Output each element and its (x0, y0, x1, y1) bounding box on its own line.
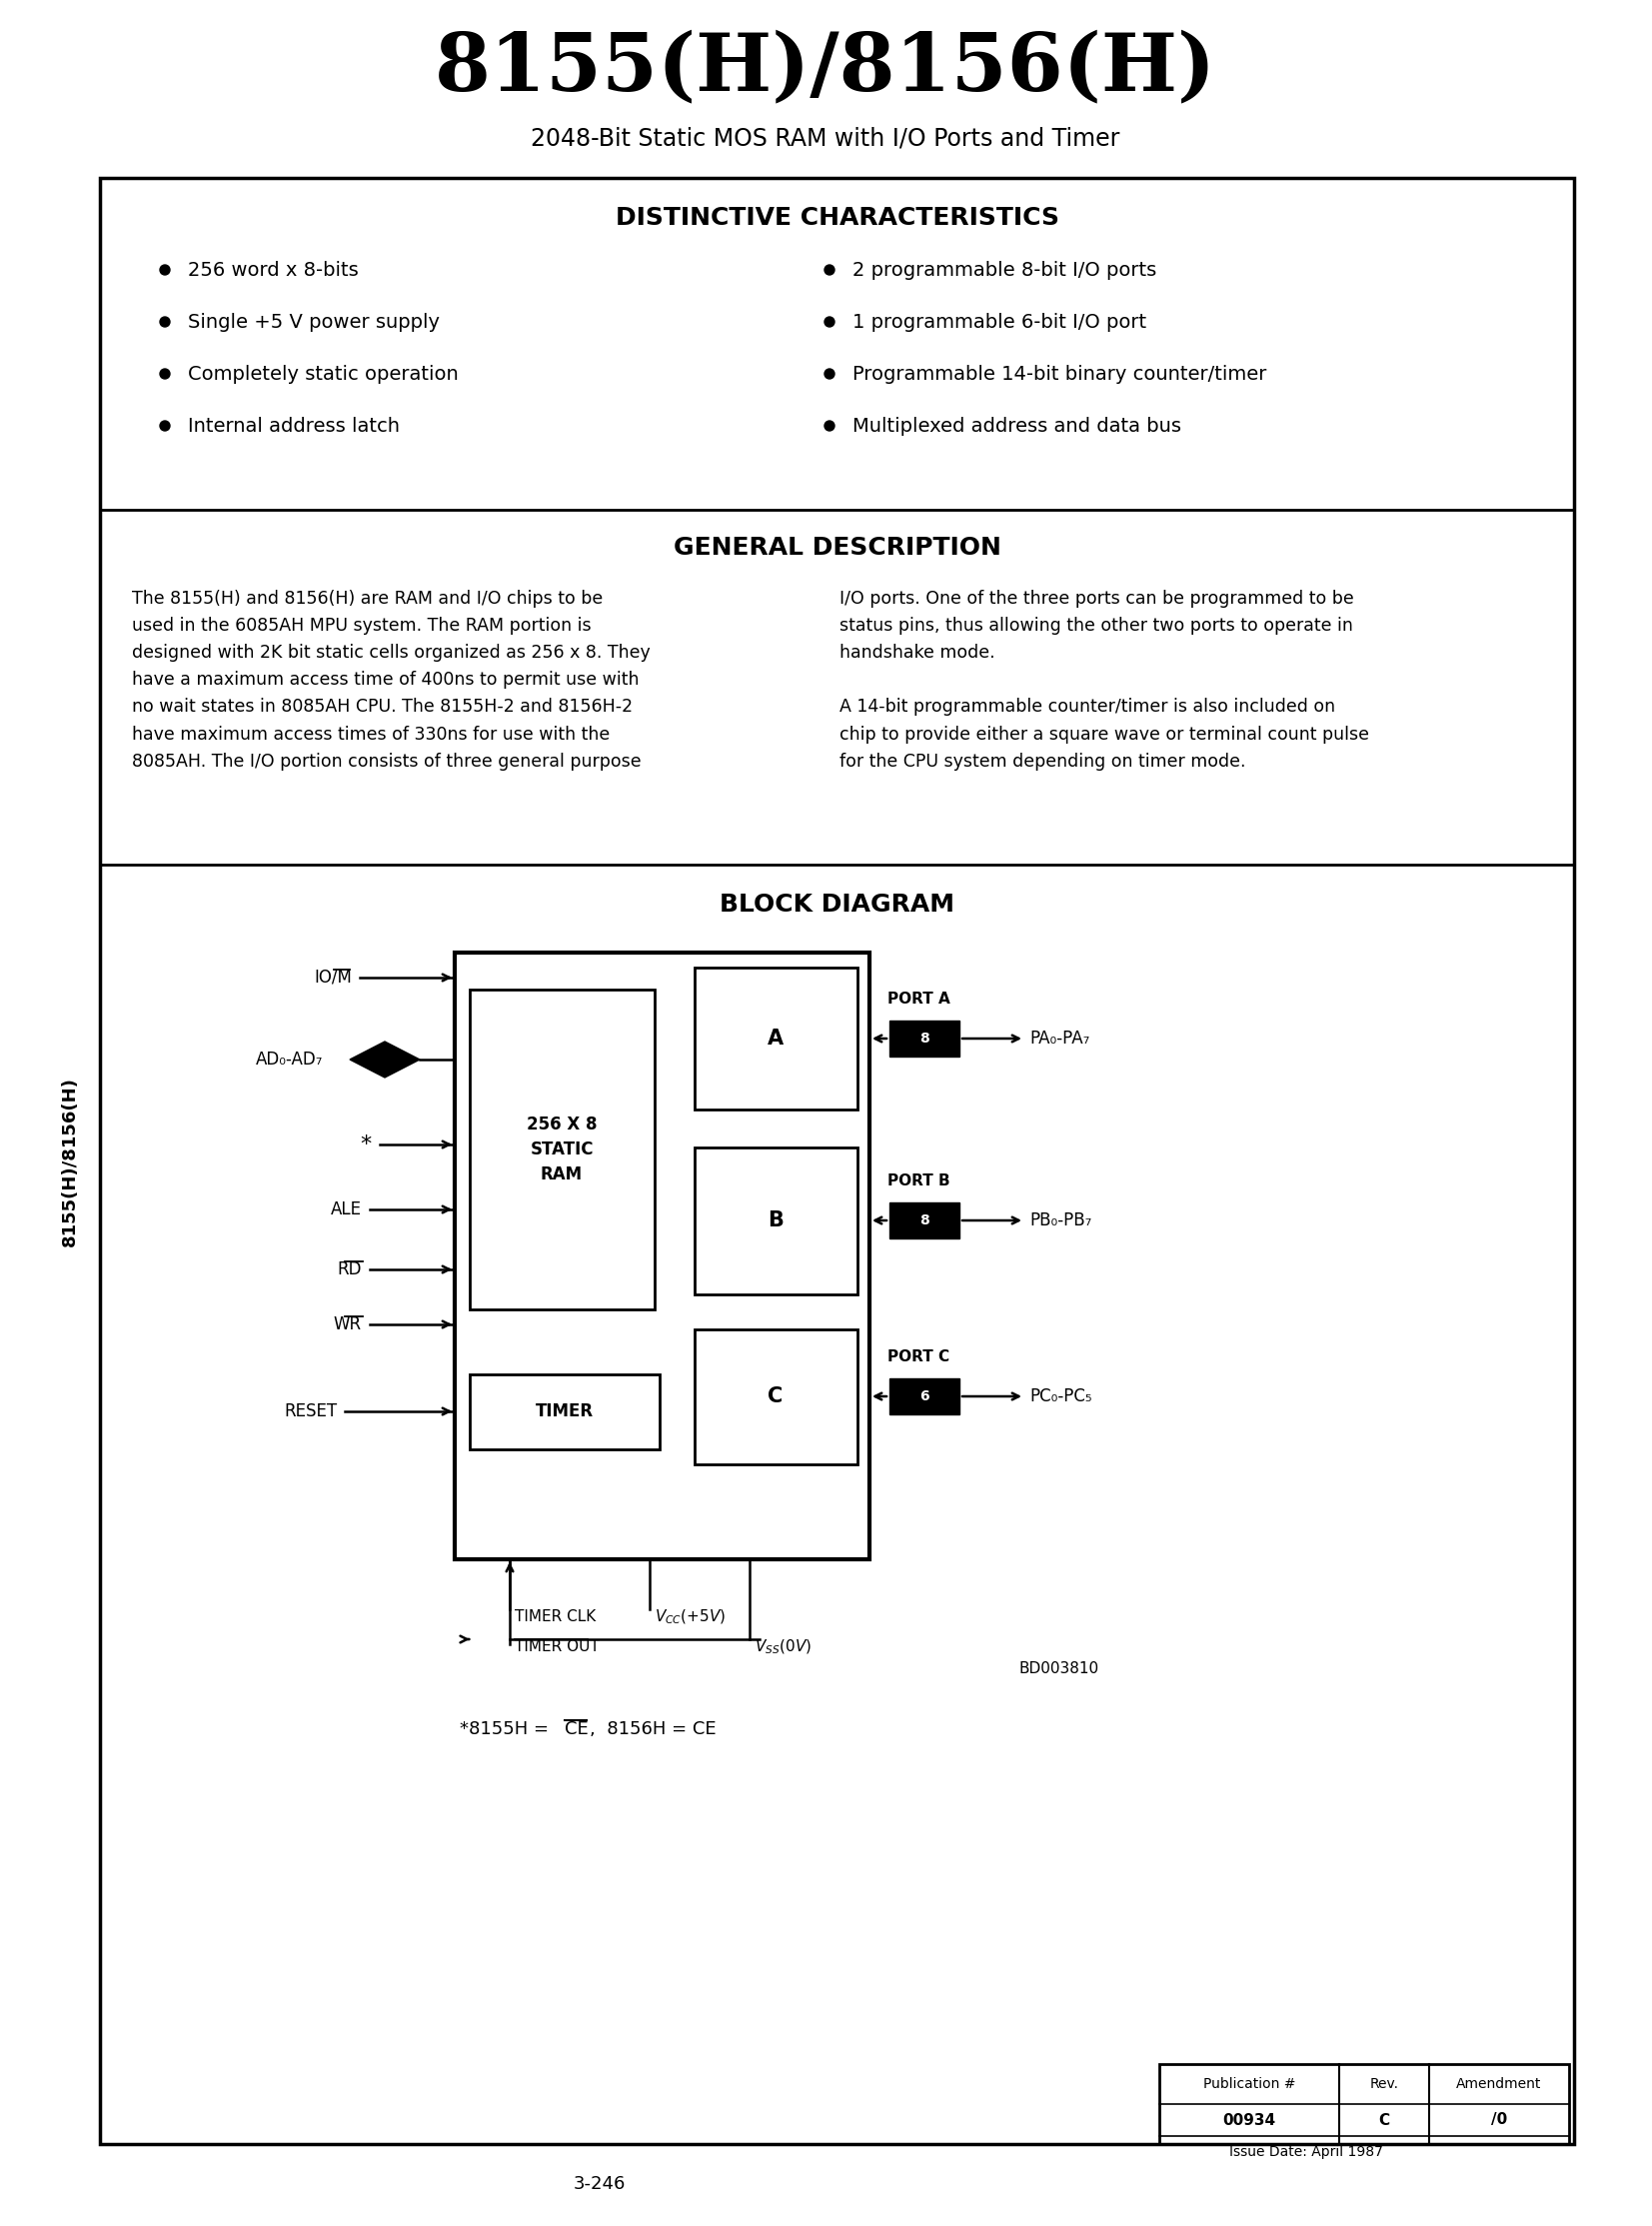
Text: B: B (768, 1211, 783, 1231)
Text: PA₀-PA₇: PA₀-PA₇ (1029, 1031, 1090, 1048)
Circle shape (824, 316, 834, 327)
Circle shape (824, 370, 834, 378)
Text: A: A (768, 1028, 783, 1048)
Text: $V_{SS}(0V)$: $V_{SS}(0V)$ (755, 1638, 811, 1656)
Text: Publication #: Publication # (1203, 2077, 1295, 2090)
Circle shape (824, 265, 834, 274)
Text: 256 word x 8-bits: 256 word x 8-bits (188, 260, 358, 280)
Text: WR: WR (334, 1316, 362, 1333)
Circle shape (160, 265, 170, 274)
Text: Rev.: Rev. (1370, 2077, 1399, 2090)
Text: BLOCK DIAGRAM: BLOCK DIAGRAM (720, 893, 955, 917)
Text: /0: /0 (1492, 2112, 1507, 2128)
Text: 8: 8 (920, 1213, 930, 1227)
Text: $V_{CC}(+5V)$: $V_{CC}(+5V)$ (654, 1607, 725, 1627)
Circle shape (824, 421, 834, 432)
Text: PORT B: PORT B (887, 1173, 950, 1189)
Text: Amendment: Amendment (1457, 2077, 1541, 2090)
Text: 8155(H)/8156(H): 8155(H)/8156(H) (61, 1077, 79, 1247)
Text: Completely static operation: Completely static operation (188, 365, 459, 383)
Text: 2 programmable 8-bit I/O ports: 2 programmable 8-bit I/O ports (852, 260, 1156, 280)
Text: 1 programmable 6-bit I/O port: 1 programmable 6-bit I/O port (852, 312, 1146, 332)
Polygon shape (694, 1146, 857, 1293)
Text: GENERAL DESCRIPTION: GENERAL DESCRIPTION (674, 536, 1001, 559)
Text: TIMER OUT: TIMER OUT (515, 1641, 600, 1654)
Text: TIMER CLK: TIMER CLK (515, 1609, 596, 1625)
Circle shape (160, 370, 170, 378)
Text: BD003810: BD003810 (1019, 1663, 1099, 1676)
Text: ALE: ALE (330, 1200, 362, 1218)
Text: RD: RD (337, 1260, 362, 1278)
Polygon shape (350, 1042, 420, 1077)
Text: AD₀-AD₇: AD₀-AD₇ (256, 1051, 324, 1068)
Text: DISTINCTIVE CHARACTERISTICS: DISTINCTIVE CHARACTERISTICS (616, 207, 1059, 229)
Text: PC₀-PC₅: PC₀-PC₅ (1029, 1387, 1092, 1405)
Text: TIMER: TIMER (535, 1402, 593, 1420)
Polygon shape (694, 1329, 857, 1465)
Text: 8155(H)/8156(H): 8155(H)/8156(H) (434, 29, 1216, 107)
Text: *8155H =: *8155H = (459, 1721, 555, 1739)
Text: 6: 6 (920, 1389, 928, 1402)
Text: CE: CE (565, 1721, 588, 1739)
Polygon shape (694, 968, 857, 1109)
Text: RESET: RESET (284, 1402, 337, 1420)
Text: 00934: 00934 (1222, 2112, 1275, 2128)
Circle shape (160, 421, 170, 432)
Text: IO/M: IO/M (314, 968, 352, 986)
Text: Issue Date: April 1987: Issue Date: April 1987 (1229, 2146, 1383, 2159)
Polygon shape (889, 1202, 960, 1238)
Text: Internal address latch: Internal address latch (188, 416, 400, 436)
Text: Multiplexed address and data bus: Multiplexed address and data bus (852, 416, 1181, 436)
Text: 8: 8 (920, 1031, 930, 1046)
Text: I/O ports. One of the three ports can be programmed to be
status pins, thus allo: I/O ports. One of the three ports can be… (839, 590, 1370, 770)
Text: PORT A: PORT A (887, 991, 950, 1006)
Polygon shape (469, 991, 654, 1309)
Text: 2048-Bit Static MOS RAM with I/O Ports and Timer: 2048-Bit Static MOS RAM with I/O Ports a… (530, 127, 1120, 149)
Text: C: C (1379, 2112, 1389, 2128)
Text: ,  8156H = CE: , 8156H = CE (590, 1721, 717, 1739)
Text: Programmable 14-bit binary counter/timer: Programmable 14-bit binary counter/timer (852, 365, 1267, 383)
Text: PORT C: PORT C (887, 1349, 950, 1365)
Text: C: C (768, 1387, 783, 1407)
Polygon shape (469, 1373, 659, 1449)
Text: 3-246: 3-246 (573, 2175, 626, 2193)
Text: 256 X 8
STATIC
RAM: 256 X 8 STATIC RAM (527, 1115, 596, 1184)
Polygon shape (889, 1378, 960, 1414)
Polygon shape (889, 1020, 960, 1057)
Text: The 8155(H) and 8156(H) are RAM and I/O chips to be
used in the 6085AH MPU syste: The 8155(H) and 8156(H) are RAM and I/O … (132, 590, 651, 770)
Text: Single +5 V power supply: Single +5 V power supply (188, 312, 439, 332)
Circle shape (160, 316, 170, 327)
Text: *: * (360, 1135, 372, 1155)
Text: PB₀-PB₇: PB₀-PB₇ (1029, 1211, 1092, 1229)
